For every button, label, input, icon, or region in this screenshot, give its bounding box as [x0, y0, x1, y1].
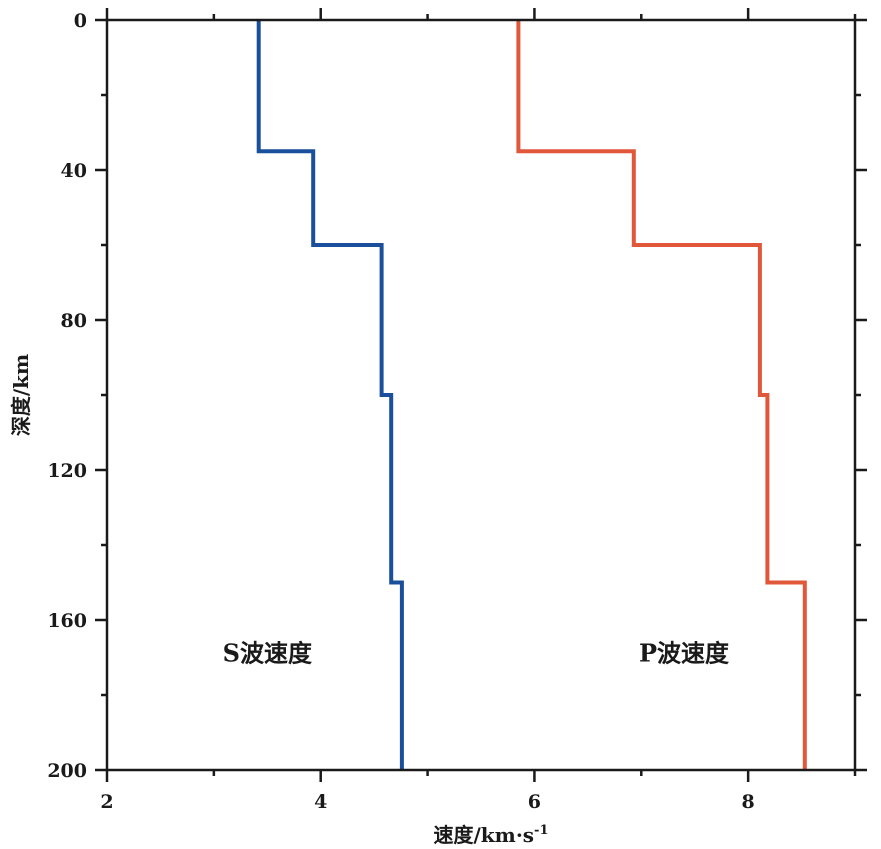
x-tick-label: 8: [742, 791, 755, 813]
y-tick-label: 80: [61, 310, 87, 332]
x-axis-title: 速度/km·s-1: [434, 823, 549, 847]
x-axis-title-superscript: -1: [534, 823, 548, 838]
velocity-profile-line-1: [256, 20, 404, 770]
y-tick-label: 40: [61, 160, 87, 182]
plot-frame: [105, 18, 857, 772]
annotation-layer: S波速度 P波速度: [223, 638, 730, 667]
x-tick-label: 2: [100, 791, 113, 813]
series-annotation-1: S波速度: [223, 638, 313, 667]
velocity-profile-line-2: [516, 20, 807, 770]
y-tick-label: 200: [47, 760, 87, 782]
x-axis-title-text: 速度/km·s: [434, 823, 535, 847]
series-layer: [256, 20, 807, 770]
x-tick-label: 4: [314, 791, 327, 813]
y-tick-label: 120: [47, 460, 87, 482]
y-axis-title: 深度/km: [9, 354, 33, 436]
tick-layer: [95, 8, 867, 782]
y-tick-label: 160: [47, 610, 87, 632]
x-tick-label: 6: [528, 791, 541, 813]
series-annotation-2: P波速度: [639, 638, 730, 667]
y-tick-label: 0: [74, 10, 87, 32]
